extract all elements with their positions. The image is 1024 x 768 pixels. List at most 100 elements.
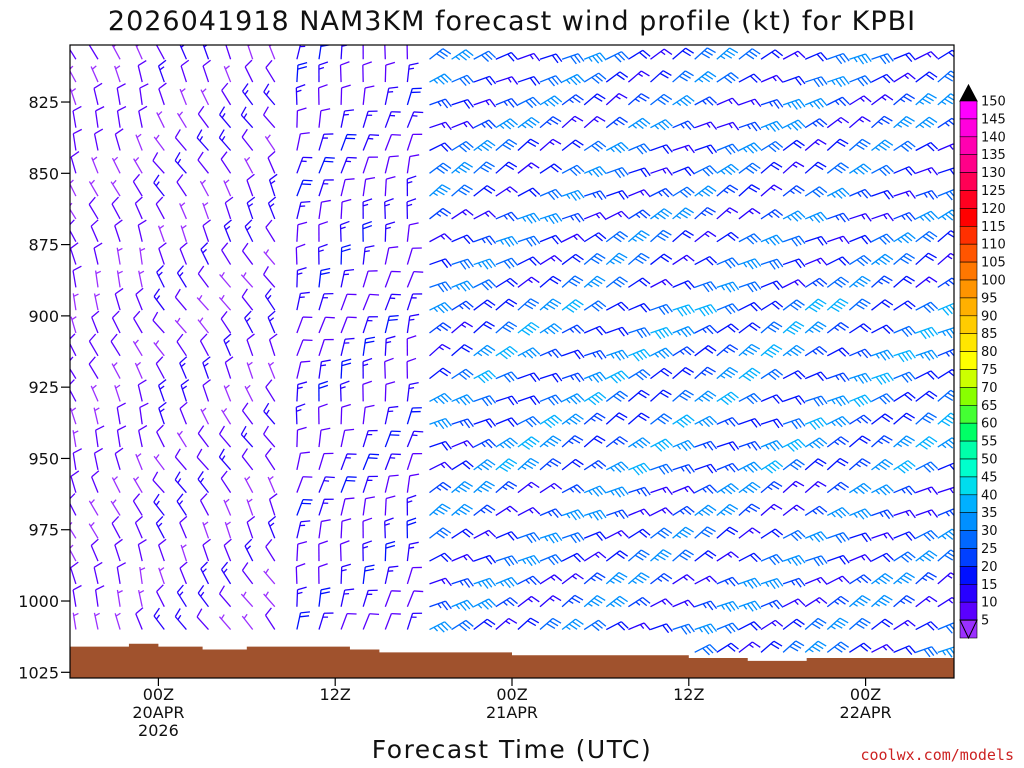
barb-staff — [517, 506, 534, 517]
barb-flag — [701, 509, 711, 516]
barb-flag — [320, 591, 330, 595]
barb-half-flag — [201, 88, 207, 93]
barb-flag — [593, 255, 603, 262]
barb-staff — [605, 116, 621, 129]
barb-flag — [881, 141, 891, 149]
wind-barb — [583, 232, 607, 243]
barb-flag — [774, 368, 784, 376]
barb-staff — [760, 258, 778, 266]
barb-flag — [527, 119, 537, 126]
wind-barb — [539, 188, 563, 201]
barb-staff — [650, 144, 667, 152]
barb-flag — [705, 645, 714, 654]
barb-half-flag — [944, 122, 950, 127]
barb-flag — [925, 95, 934, 102]
barb-flag — [436, 396, 445, 405]
barb-flag — [642, 117, 651, 125]
barb-flag — [730, 391, 739, 399]
barb-flag — [525, 100, 534, 109]
barb-flag — [158, 401, 167, 409]
barb-flag — [724, 625, 732, 634]
barb-staff — [627, 572, 642, 585]
barb-flag — [683, 348, 692, 356]
barb-flag — [905, 53, 913, 63]
barb-flag — [729, 184, 739, 191]
barb-flag — [364, 245, 375, 249]
barb-flag — [591, 396, 600, 404]
barb-staff — [848, 116, 863, 129]
barb-flag — [502, 326, 512, 333]
barb-half-flag — [543, 306, 549, 311]
wind-barb — [495, 480, 518, 494]
barb-flag — [772, 100, 780, 109]
wind-barb — [716, 47, 739, 60]
barb-flag — [922, 98, 931, 105]
barb-staff — [517, 575, 534, 585]
barb-flag — [907, 391, 916, 399]
barb-flag — [949, 350, 954, 357]
wind-barb — [339, 61, 350, 83]
barb-flag — [529, 214, 537, 223]
barb-staff — [218, 137, 232, 151]
barb-flag — [941, 420, 951, 427]
barb-half-flag — [794, 52, 799, 58]
barb-staff — [473, 577, 490, 585]
barb-flag — [682, 552, 691, 558]
barb-staff — [406, 271, 415, 288]
barb-half-flag — [270, 180, 276, 185]
barb-flag — [595, 373, 603, 382]
barb-half-flag — [658, 191, 663, 197]
barb-flag — [923, 214, 931, 223]
wind-barb — [716, 483, 739, 495]
barb-flag — [658, 306, 666, 316]
wind-barb — [384, 221, 396, 242]
barb-flag — [947, 392, 954, 398]
barb-half-flag — [588, 376, 593, 382]
barb-flag — [483, 301, 493, 309]
barb-flag — [505, 323, 515, 330]
barb-flag — [486, 161, 495, 168]
barb-flag — [225, 37, 233, 43]
barb-flag — [569, 77, 578, 86]
wind-barb — [495, 345, 518, 360]
barb-staff — [561, 552, 578, 562]
wind-barb — [138, 105, 148, 128]
barb-flag — [710, 600, 718, 610]
barb-staff — [871, 253, 886, 266]
barb-flag — [842, 256, 850, 265]
wind-barb — [72, 105, 82, 128]
wind-barb — [340, 268, 355, 288]
barb-flag — [820, 395, 828, 405]
barb-flag — [386, 176, 396, 180]
wind-barb — [224, 196, 234, 220]
wind-barb — [111, 476, 121, 493]
wind-barb — [915, 189, 939, 200]
barb-flag — [386, 335, 396, 340]
wind-barb — [174, 129, 187, 151]
wind-barb — [267, 310, 276, 334]
barb-flag — [639, 211, 648, 219]
wind-barb — [221, 561, 232, 585]
barb-staff — [937, 143, 954, 152]
barb-staff — [93, 88, 99, 106]
barb-flag — [879, 237, 887, 245]
barb-flag — [706, 465, 714, 474]
wind-barb — [605, 595, 628, 608]
barb-staff — [628, 327, 645, 334]
barb-flag — [576, 484, 585, 492]
barb-flag — [524, 463, 534, 470]
barb-flag — [70, 493, 76, 500]
wind-barb — [583, 190, 607, 201]
barb-half-flag — [809, 216, 814, 222]
barb-staff — [240, 433, 254, 448]
barb-staff — [561, 324, 578, 334]
barb-staff — [93, 247, 99, 265]
barb-flag — [834, 191, 843, 199]
wind-barb — [694, 96, 718, 106]
wind-barb — [241, 128, 254, 151]
barb-flag — [857, 397, 865, 406]
barb-half-flag — [178, 111, 184, 117]
barb-flag — [444, 73, 452, 81]
barb-staff — [937, 252, 952, 266]
barb-staff — [295, 566, 298, 584]
